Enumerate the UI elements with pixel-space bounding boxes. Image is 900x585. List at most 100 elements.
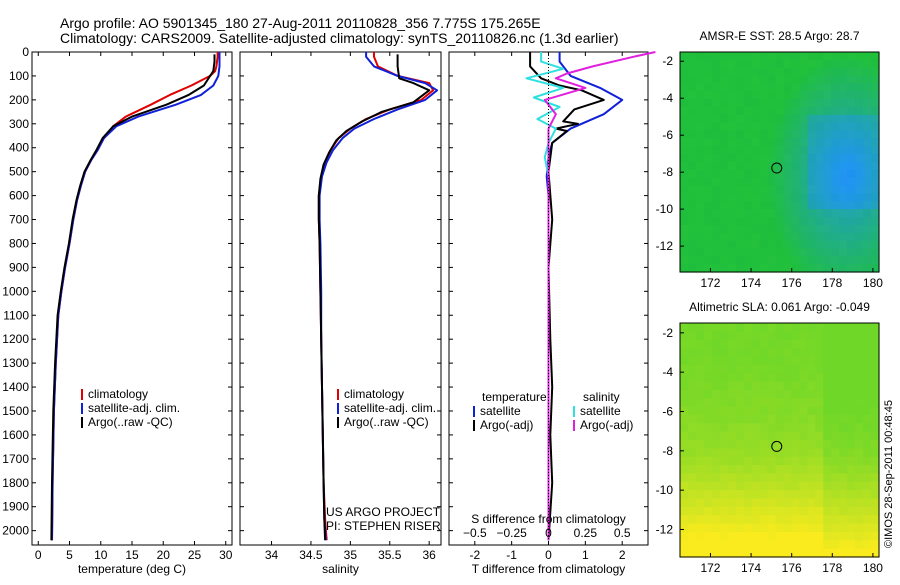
heatmap-cell [680,506,689,516]
heatmap-cell [759,107,769,116]
heatmap-cell [775,122,785,132]
heatmap-cell [807,339,816,349]
heatmap-cell [743,209,753,218]
heatmap-cell [847,248,856,257]
heatmap-cell [855,146,864,155]
series-line-argo-adj-temperature- [529,52,605,541]
heatmap-cell [759,193,769,202]
heatmap-cell [847,389,856,399]
heatmap-cell [688,506,697,516]
heatmap-cell [791,381,800,391]
heatmap-cell [727,473,737,483]
heatmap-cell [703,389,713,399]
heatmap-cell [783,83,793,92]
heatmap-cell [831,59,840,69]
heatmap-cell [807,498,816,508]
heatmap-cell [695,91,705,100]
heatmap-cell [823,540,832,550]
heatmap-cell [695,248,705,257]
heatmap-cell [703,264,713,273]
heatmap-cell [703,348,713,358]
heatmap-cell [871,256,880,265]
heatmap-cell [839,169,848,179]
heatmap-cell [735,217,745,226]
xtick-label: 2 [619,548,626,562]
heatmap-cell [767,264,777,273]
heatmap-cell [680,256,689,265]
heatmap-cell [839,162,848,171]
xtick-label: 30 [219,548,233,562]
map-ytick-label: -2 [662,326,673,340]
heatmap-cell [727,364,737,374]
heatmap-cell [735,456,745,466]
heatmap-cell [727,122,737,132]
heatmap-cell [783,224,793,234]
heatmap-cell [719,540,729,550]
heatmap-cell [759,506,769,516]
heatmap-cell [751,440,761,449]
heatmap-cell [799,456,808,466]
heatmap-cell [823,531,832,541]
heatmap-cell [791,540,800,550]
heatmap-cell [807,373,816,383]
heatmap-cell [839,177,848,187]
heatmap-cell [799,162,808,171]
heatmap-cell [815,414,824,424]
heatmap-cell [823,114,832,124]
heatmap-cell [711,146,721,155]
heatmap-cell [743,107,753,116]
heatmap-cell [680,431,689,441]
heatmap-cell [847,169,856,179]
heatmap-cell [847,490,856,500]
heatmap-cell [823,456,832,466]
heatmap-cell [743,67,753,77]
heatmap-cell [831,465,840,475]
heatmap-cell [727,146,737,155]
heatmap-cell [688,209,697,218]
heatmap-cell [719,146,729,155]
heatmap-cell [751,448,761,458]
heatmap-cell [775,114,785,124]
heatmap-cell [823,398,832,408]
heatmap-cell [703,373,713,383]
heatmap-cell [727,75,737,85]
heatmap-cell [743,490,753,500]
s-tick-label: −0.5 [463,526,487,540]
heatmap-cell [735,323,745,332]
heatmap-cell [839,373,848,383]
heatmap-cell [759,99,769,108]
heatmap-cell [688,67,697,77]
heatmap-cell [719,373,729,383]
heatmap-cell [807,248,816,257]
heatmap-cell [688,122,697,132]
heatmap-cell [743,423,753,433]
heatmap-cell [855,122,864,132]
heatmap-cell [759,130,769,140]
heatmap-cell [839,154,848,163]
heatmap-cell [727,398,737,408]
heatmap-cell [751,107,761,116]
heatmap-cell [759,531,769,541]
heatmap-cell [791,248,800,257]
heatmap-cell [847,456,856,466]
heatmap-cell [751,75,761,85]
heatmap-cell [735,185,745,195]
heatmap-cell [703,381,713,391]
heatmap-cell [775,440,785,449]
temperature-profile-frame [31,51,233,546]
heatmap-cell [695,193,705,202]
heatmap-cell [839,331,848,341]
heatmap-cell [711,364,721,374]
heatmap-cell [863,162,872,171]
heatmap-cell [815,398,824,408]
heatmap-cell [695,59,705,69]
heatmap-cell [775,91,785,100]
heatmap-cell [735,209,745,218]
sla-map-heatmap-cells [680,323,880,558]
heatmap-cell [783,348,793,358]
heatmap-cell [688,498,697,508]
heatmap-cell [735,162,745,171]
heatmap-cell [695,146,705,155]
heatmap-cell [791,423,800,433]
heatmap-cell [727,548,737,558]
